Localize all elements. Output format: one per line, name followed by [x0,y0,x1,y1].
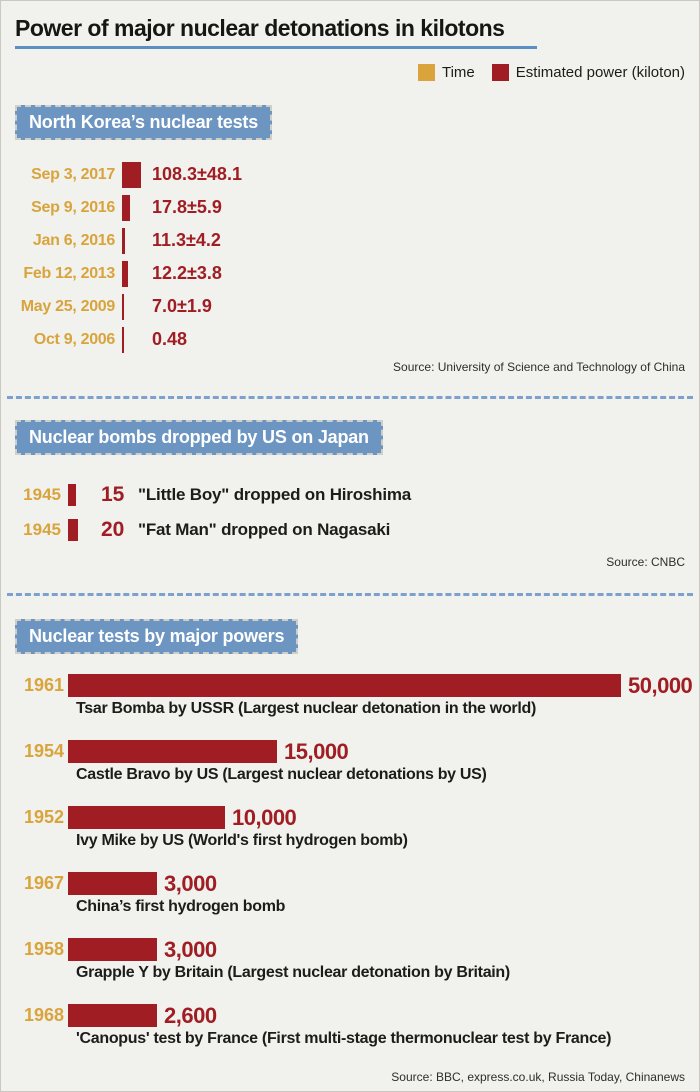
legend-power-label: Estimated power (kiloton) [515,63,685,81]
infographic: Power of major nuclear detonations in ki… [1,15,699,1084]
test-year-label: 1954 [23,741,64,761]
power-bar [122,194,130,221]
power-value-label: 3,000 [164,936,217,962]
power-bar [68,518,78,541]
test-row: Sep 3, 2017 108.3±48.1 [15,158,685,191]
test-row: Sep 9, 2016 17.8±5.9 [15,191,685,224]
test-date-label: May 25, 2009 [20,297,116,315]
title-underline [15,46,537,49]
bomb-row: 1945 20 "Fat Man" dropped on Nagasaki [15,512,685,547]
source-credit: Source: CNBC [606,555,685,569]
section-header: Nuclear tests by major powers [15,619,299,654]
test-date-label: Jan 6, 2016 [32,231,115,249]
bomb-year-label: 1945 [23,484,61,504]
japan-rows: 1945 15 "Little Boy" dropped on Hiroshim… [15,477,685,547]
test-row: 1952 10,000 Ivy Mike by US (World's firs… [15,804,685,851]
test-date-label: Oct 9, 2006 [33,330,116,348]
test-date-label: Sep 9, 2016 [31,198,115,216]
page-title: Power of major nuclear detonations in ki… [15,15,505,41]
power-bar [68,806,225,829]
power-value-label: 10,000 [232,804,297,830]
test-date-label: Sep 3, 2017 [31,165,115,183]
test-description: Grapple Y by Britain (Largest nuclear de… [76,964,510,981]
power-bar [68,872,157,895]
north-korea-rows: Sep 3, 2017 108.3±48.1 Sep 9, 2016 17.8±… [15,158,685,356]
section-header: North Korea’s nuclear tests [15,105,273,140]
power-swatch-icon [491,63,509,81]
source-credit: Source: BBC, express.co.uk, Russia Today… [391,1070,685,1084]
power-value-label: 2,600 [164,1002,217,1028]
bomb-description: "Little Boy" dropped on Hiroshima [138,484,412,504]
test-year-label: 1961 [23,675,64,695]
power-bar [122,161,141,188]
power-bar [122,260,128,287]
legend-time-label: Time [441,63,475,81]
chart-legend: Time Estimated power (kiloton) [15,63,685,81]
bomb-row: 1945 15 "Little Boy" dropped on Hiroshim… [15,477,685,512]
test-row: May 25, 2009 7.0±1.9 [15,290,685,323]
section-header: Nuclear bombs dropped by US on Japan [15,420,383,455]
power-bar [122,227,125,254]
section-north-korea: North Korea’s nuclear tests [15,105,685,140]
power-value-label: 108.3±48.1 [152,164,242,184]
test-row: 1968 2,600 'Canopus' test by France (Fir… [15,1002,685,1049]
test-description: 'Canopus' test by France (First multi-st… [76,1030,612,1047]
test-row: Oct 9, 2006 0.48 [15,323,685,356]
major-powers-rows: 1961 50,000 Tsar Bomba by USSR (Largest … [15,673,693,1049]
test-row: Jan 6, 2016 11.3±4.2 [15,224,685,257]
power-value-label: 20 [101,517,125,541]
section-major-powers: Nuclear tests by major powers [15,619,685,654]
power-value-label: 0.48 [152,329,188,349]
power-bar [122,293,124,320]
test-year-label: 1968 [23,1005,64,1025]
test-year-label: 1952 [23,807,64,827]
power-bar [68,938,157,961]
test-year-label: 1967 [23,873,64,893]
power-bar [68,1004,157,1027]
time-swatch-icon [417,63,435,81]
test-row: Feb 12, 2013 12.2±3.8 [15,257,685,290]
test-year-label: 1958 [23,939,64,959]
test-row: 1967 3,000 China’s first hydrogen bomb [15,870,685,917]
source-credit: Source: University of Science and Techno… [393,360,685,374]
test-date-label: Feb 12, 2013 [23,264,115,282]
bomb-description: "Fat Man" dropped on Nagasaki [138,519,391,539]
power-value-label: 11.3±4.2 [152,230,221,250]
test-description: Tsar Bomba by USSR (Largest nuclear deto… [76,700,536,717]
power-value-label: 7.0±1.9 [152,296,212,316]
test-row: 1961 50,000 Tsar Bomba by USSR (Largest … [15,673,693,719]
section-divider [7,593,693,596]
power-value-label: 12.2±3.8 [152,263,222,283]
test-description: China’s first hydrogen bomb [76,898,286,915]
bomb-year-label: 1945 [23,519,61,539]
power-bar [68,483,76,506]
power-value-label: 15 [101,482,125,506]
power-value-label: 50,000 [628,672,693,698]
power-bar [122,326,124,353]
power-value-label: 3,000 [164,870,217,896]
section-divider [7,396,693,399]
test-row: 1958 3,000 Grapple Y by Britain (Largest… [15,936,685,983]
power-bar [68,674,621,697]
power-bar [68,740,277,763]
test-description: Ivy Mike by US (World's first hydrogen b… [76,832,408,849]
test-description: Castle Bravo by US (Largest nuclear deto… [76,766,487,783]
section-japan: Nuclear bombs dropped by US on Japan [15,420,685,455]
power-value-label: 17.8±5.9 [152,197,222,217]
test-row: 1954 15,000 Castle Bravo by US (Largest … [15,738,685,785]
power-value-label: 15,000 [284,738,349,764]
